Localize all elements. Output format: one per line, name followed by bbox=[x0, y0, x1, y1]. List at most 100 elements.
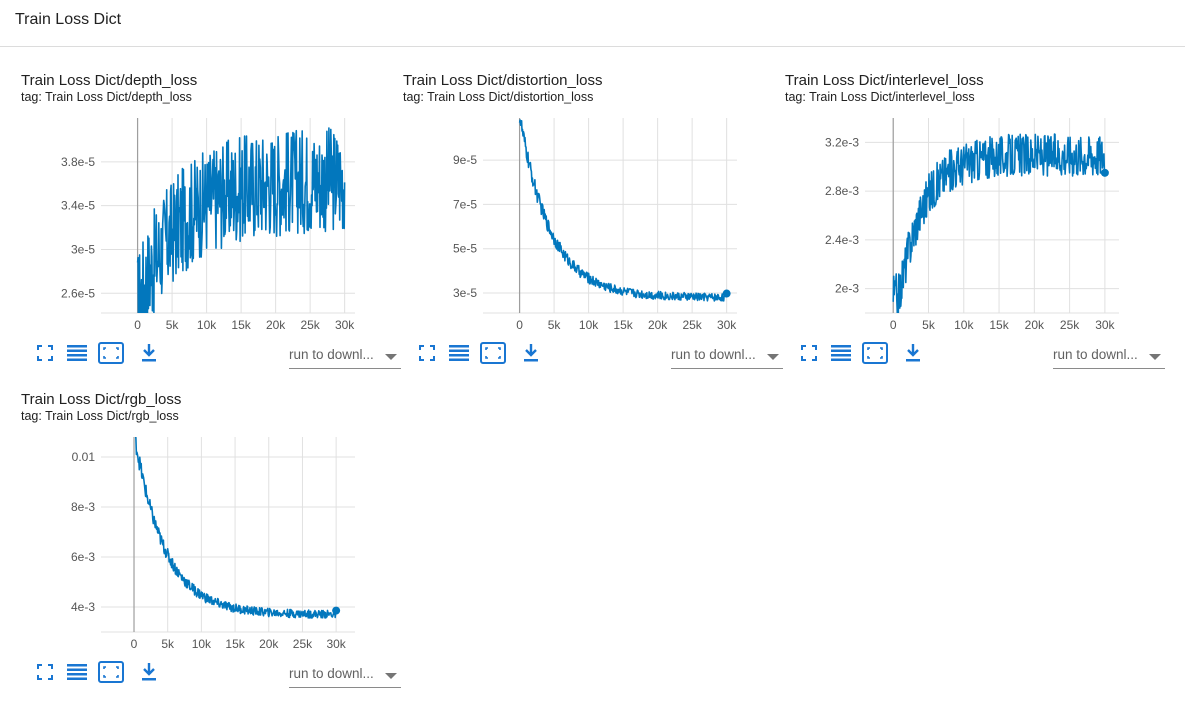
series-group bbox=[892, 133, 1106, 313]
x-tick-label: 25k bbox=[293, 637, 313, 651]
x-tick-label: 5k bbox=[161, 637, 175, 651]
line-chart[interactable]: 2e-3 2.4e-3 2.8e-3 3.2e-3 0 5k 10k 15k 20k 25k 30k bbox=[785, 108, 1157, 338]
chart-title: Train Loss Dict/rgb_loss bbox=[21, 391, 182, 408]
chart-title: Train Loss Dict/distortion_loss bbox=[403, 72, 603, 89]
y-tick-label: 3e-5 bbox=[453, 286, 477, 300]
download-icon bbox=[905, 343, 921, 368]
run-select-label: run to downl... bbox=[671, 347, 756, 362]
series-end-marker bbox=[1100, 168, 1109, 177]
x-tick-label: 30k bbox=[1095, 318, 1115, 332]
list-icon bbox=[831, 344, 851, 367]
fullscreen-button[interactable] bbox=[31, 342, 59, 368]
fit-domain-button[interactable] bbox=[861, 341, 889, 369]
list-button[interactable] bbox=[445, 342, 473, 368]
download-button[interactable] bbox=[135, 342, 163, 368]
run-select-label: run to downl... bbox=[289, 666, 374, 681]
series-group bbox=[518, 119, 728, 302]
chevron-down-icon bbox=[1149, 354, 1161, 360]
chart-tag: tag: Train Loss Dict/interlevel_loss bbox=[785, 90, 975, 104]
series-end-marker bbox=[722, 289, 731, 298]
x-tick-label: 0 bbox=[131, 637, 138, 651]
list-button[interactable] bbox=[827, 342, 855, 368]
chart-title: Train Loss Dict/depth_loss bbox=[21, 72, 198, 89]
y-tick-label: 2.4e-3 bbox=[825, 233, 859, 247]
fit-domain-button[interactable] bbox=[479, 341, 507, 369]
download-button[interactable] bbox=[517, 342, 545, 368]
chart-tag: tag: Train Loss Dict/distortion_loss bbox=[403, 90, 594, 104]
x-tick-label: 30k bbox=[335, 318, 355, 332]
x-tick-label: 5k bbox=[166, 318, 180, 332]
series-line bbox=[892, 133, 1106, 313]
fullscreen-icon bbox=[37, 344, 53, 366]
chevron-down-icon bbox=[385, 673, 397, 679]
y-tick-label: 6e-3 bbox=[71, 550, 95, 564]
line-chart[interactable]: 4e-3 6e-3 8e-3 0.01 0 5k 10k 15k 20k 25k 30k bbox=[21, 427, 393, 657]
download-icon bbox=[141, 343, 157, 368]
chart-toolbar: run to downl... bbox=[31, 660, 401, 688]
x-tick-label: 10k bbox=[954, 318, 974, 332]
download-button[interactable] bbox=[135, 661, 163, 687]
chart-tag: tag: Train Loss Dict/rgb_loss bbox=[21, 409, 179, 423]
y-tick-label: 2e-3 bbox=[835, 282, 859, 296]
fullscreen-icon bbox=[419, 344, 435, 366]
fit-domain-icon bbox=[862, 341, 888, 369]
y-tick-label: 2.6e-5 bbox=[61, 286, 95, 300]
x-tick-label: 15k bbox=[613, 318, 633, 332]
x-tick-label: 15k bbox=[989, 318, 1009, 332]
line-chart[interactable]: 3e-5 5e-5 7e-5 9e-5 0 5k 10k 15k 20k 25k 30k bbox=[403, 108, 775, 338]
x-tick-label: 20k bbox=[266, 318, 286, 332]
x-tick-label: 10k bbox=[579, 318, 599, 332]
fullscreen-button[interactable] bbox=[795, 342, 823, 368]
chart-card-distortion-loss: Train Loss Dict/distortion_loss tag: Tra… bbox=[403, 72, 783, 382]
x-tick-label: 5k bbox=[922, 318, 936, 332]
chart-card-rgb-loss: Train Loss Dict/rgb_loss tag: Train Loss… bbox=[21, 391, 401, 701]
y-tick-label: 7e-5 bbox=[453, 197, 477, 211]
list-button[interactable] bbox=[63, 342, 91, 368]
fullscreen-button[interactable] bbox=[413, 342, 441, 368]
y-tick-label: 2.8e-3 bbox=[825, 184, 859, 198]
run-download-select[interactable]: run to downl... bbox=[671, 344, 783, 369]
y-tick-label: 5e-5 bbox=[453, 242, 477, 256]
run-download-select[interactable]: run to downl... bbox=[289, 663, 401, 688]
fullscreen-icon bbox=[37, 663, 53, 685]
line-chart[interactable]: 2.6e-5 3e-5 3.4e-5 3.8e-5 0 5k 10k 15k 20k 25k 30k bbox=[21, 108, 393, 338]
series-group bbox=[136, 127, 346, 313]
list-icon bbox=[449, 344, 469, 367]
x-tick-label: 10k bbox=[197, 318, 217, 332]
x-tick-label: 15k bbox=[225, 637, 245, 651]
run-download-select[interactable]: run to downl... bbox=[289, 344, 401, 369]
download-button[interactable] bbox=[899, 342, 927, 368]
page-title: Train Loss Dict bbox=[15, 11, 122, 28]
y-tick-label: 8e-3 bbox=[71, 500, 95, 514]
x-tick-label: 0 bbox=[890, 318, 897, 332]
x-tick-label: 30k bbox=[717, 318, 737, 332]
fit-domain-button[interactable] bbox=[97, 660, 125, 688]
run-select-label: run to downl... bbox=[1053, 347, 1138, 362]
y-tick-label: 3.8e-5 bbox=[61, 155, 95, 169]
x-tick-label: 5k bbox=[548, 318, 562, 332]
fit-domain-icon bbox=[480, 341, 506, 369]
chevron-down-icon bbox=[767, 354, 779, 360]
y-tick-label: 3.4e-5 bbox=[61, 199, 95, 213]
y-tick-label: 4e-3 bbox=[71, 600, 95, 614]
list-icon bbox=[67, 663, 87, 686]
download-icon bbox=[523, 343, 539, 368]
run-download-select[interactable]: run to downl... bbox=[1053, 344, 1165, 369]
fit-domain-icon bbox=[98, 660, 124, 688]
fullscreen-button[interactable] bbox=[31, 661, 59, 687]
fullscreen-icon bbox=[801, 344, 817, 366]
series-group bbox=[134, 437, 337, 619]
list-button[interactable] bbox=[63, 661, 91, 687]
y-tick-label: 0.01 bbox=[72, 450, 96, 464]
chart-tag: tag: Train Loss Dict/depth_loss bbox=[21, 90, 192, 104]
x-tick-label: 25k bbox=[1060, 318, 1080, 332]
x-tick-label: 15k bbox=[231, 318, 251, 332]
y-tick-label: 3e-5 bbox=[71, 242, 95, 256]
download-icon bbox=[141, 662, 157, 687]
page-header: Train Loss Dict bbox=[0, 0, 1185, 47]
series-line bbox=[518, 119, 728, 302]
x-tick-label: 30k bbox=[326, 637, 346, 651]
fit-domain-button[interactable] bbox=[97, 341, 125, 368]
x-tick-label: 0 bbox=[134, 318, 141, 332]
chart-card-interlevel-loss: Train Loss Dict/interlevel_loss tag: Tra… bbox=[785, 72, 1165, 382]
